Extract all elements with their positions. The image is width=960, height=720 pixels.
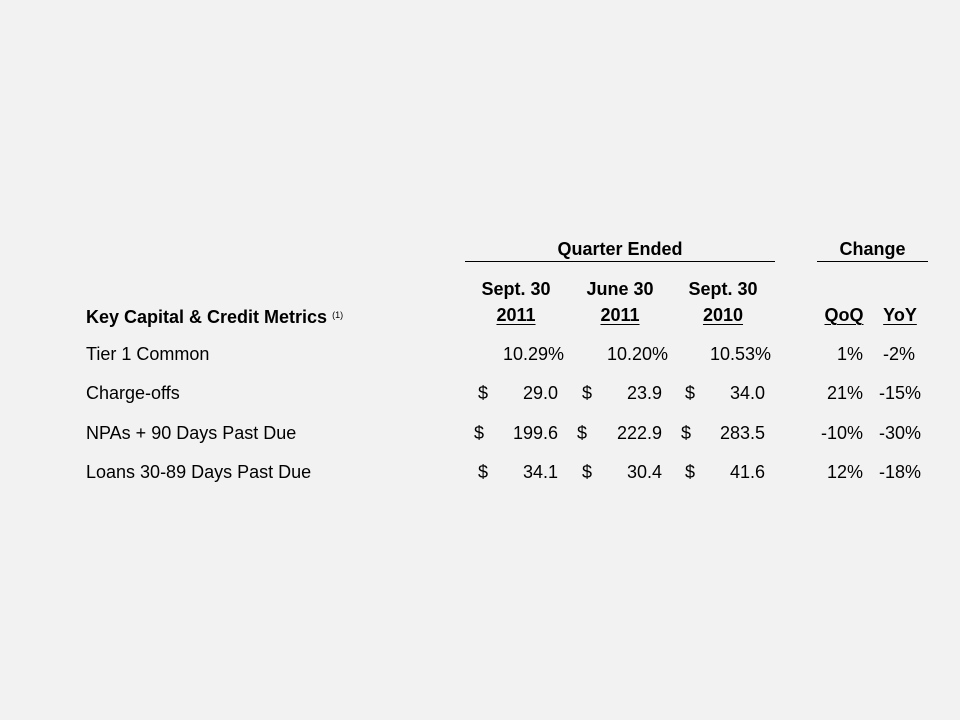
row-header-text: Key Capital & Credit Metrics — [86, 307, 328, 327]
value-tier1-yoy: -2% — [882, 344, 915, 364]
value-chargeoffs-jun2011: 23.9 — [626, 383, 662, 403]
row-label-tier1-common: Tier 1 Common — [86, 344, 210, 364]
col-header-qoq: QoQ — [824, 305, 864, 325]
footnote-marker: (1) — [332, 310, 344, 320]
value-loans-sep2010: 41.6 — [729, 462, 765, 482]
dollar-sign: $ — [478, 383, 489, 403]
row-label-loans-30-89: Loans 30-89 Days Past Due — [86, 462, 312, 482]
change-header: Change — [839, 239, 906, 259]
col-header-1-line2: 2011 — [496, 305, 536, 325]
col-header-yoy: YoY — [883, 305, 917, 325]
value-npas-qoq: -10% — [820, 423, 863, 443]
value-chargeoffs-sep2011: 29.0 — [522, 383, 558, 403]
col-header-2-line2: 2011 — [600, 305, 640, 325]
value-chargeoffs-qoq: 21% — [826, 383, 863, 403]
quarter-ended-header: Quarter Ended — [557, 239, 683, 259]
col-header-1-line1: Sept. 30 — [481, 279, 551, 299]
dollar-sign: $ — [582, 383, 593, 403]
value-chargeoffs-yoy: -15% — [878, 383, 921, 403]
value-tier1-sep2011: 10.29% — [502, 344, 564, 364]
quarter-ended-rule — [465, 261, 775, 262]
value-loans-sep2011: 34.1 — [522, 462, 558, 482]
col-header-3-line1: Sept. 30 — [688, 279, 758, 299]
value-loans-jun2011: 30.4 — [626, 462, 662, 482]
row-header: Key Capital & Credit Metrics (1) — [86, 305, 343, 327]
value-npas-sep2011: 199.6 — [512, 423, 558, 443]
dollar-sign: $ — [685, 462, 696, 482]
value-tier1-sep2010: 10.53% — [709, 344, 771, 364]
value-npas-jun2011: 222.9 — [616, 423, 662, 443]
value-npas-yoy: -30% — [878, 423, 921, 443]
value-tier1-jun2011: 10.20% — [606, 344, 668, 364]
dollar-sign: $ — [681, 423, 692, 443]
dollar-sign: $ — [577, 423, 588, 443]
dollar-sign: $ — [685, 383, 696, 403]
row-label-npas: NPAs + 90 Days Past Due — [86, 423, 297, 443]
col-header-2-line1: June 30 — [586, 279, 654, 299]
value-tier1-qoq: 1% — [836, 344, 863, 364]
value-npas-sep2010: 283.5 — [719, 423, 765, 443]
dollar-sign: $ — [582, 462, 593, 482]
col-header-3-line2: 2010 — [702, 305, 744, 325]
row-label-charge-offs: Charge-offs — [86, 383, 180, 403]
dollar-sign: $ — [474, 423, 485, 443]
value-loans-yoy: -18% — [878, 462, 921, 482]
value-loans-qoq: 12% — [826, 462, 863, 482]
dollar-sign: $ — [478, 462, 489, 482]
value-chargeoffs-sep2010: 34.0 — [729, 383, 765, 403]
change-rule — [817, 261, 928, 262]
